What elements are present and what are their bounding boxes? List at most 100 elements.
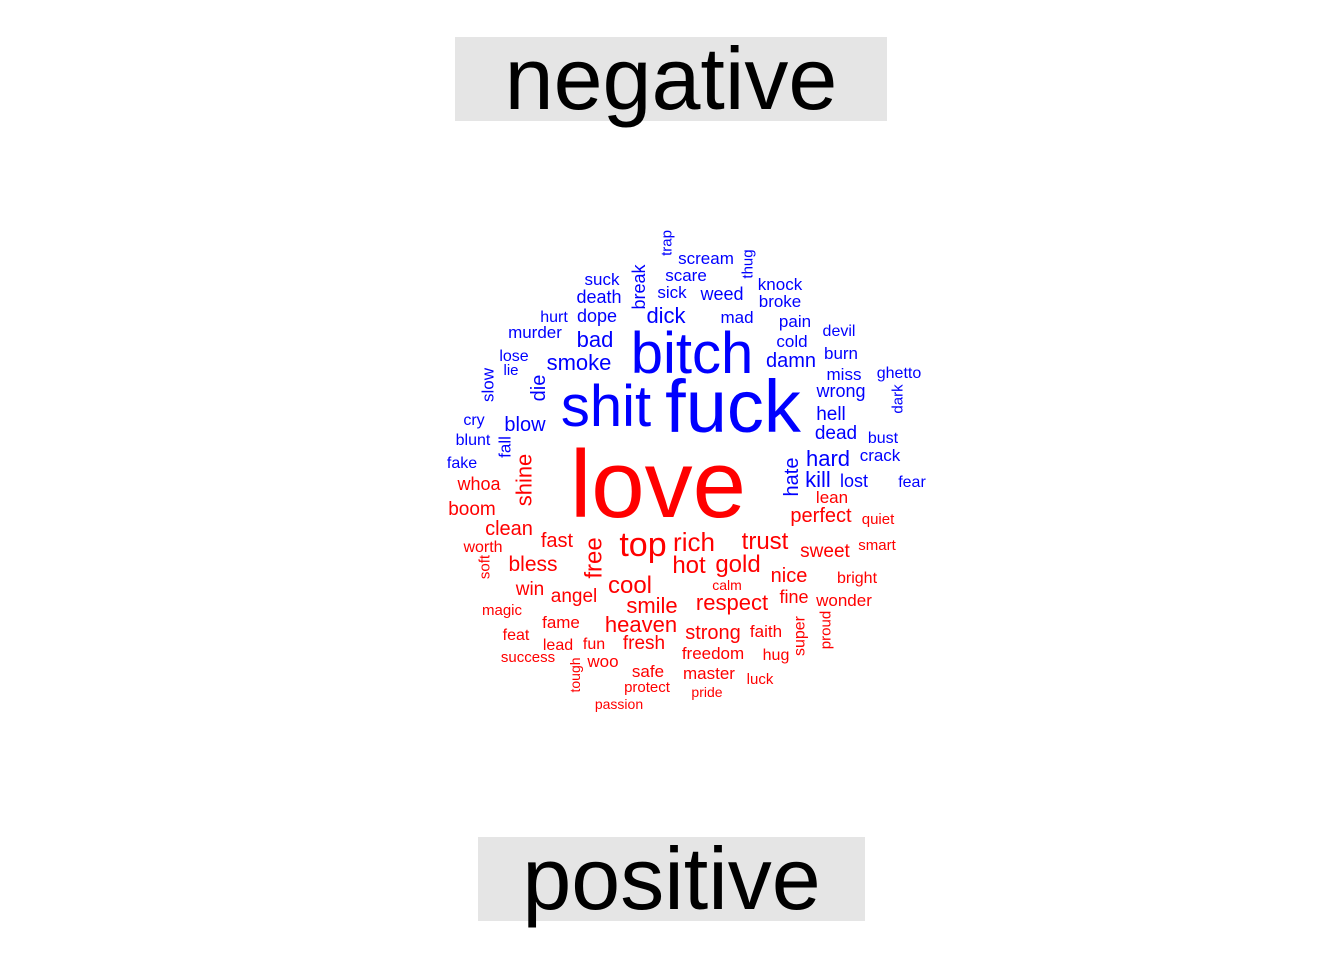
word-negative-break: break: [629, 263, 649, 309]
word-positive-faith: faith: [750, 622, 782, 641]
word-positive-top: top: [619, 526, 666, 564]
word-negative-sick: sick: [657, 283, 687, 302]
word-negative-smoke: smoke: [547, 350, 612, 375]
word-positive-bright: bright: [837, 570, 878, 587]
word-positive-master: master: [683, 664, 735, 683]
word-negative-lose: lose: [499, 348, 528, 365]
word-negative-bitch: bitch: [631, 321, 754, 386]
word-negative-hurt: hurt: [540, 309, 568, 326]
word-positive-fresh: fresh: [623, 633, 665, 654]
word-negative-bust: bust: [868, 430, 899, 447]
word-positive-love: love: [570, 431, 746, 538]
word-positive-lean: lean: [816, 488, 848, 507]
word-positive-pride: pride: [691, 684, 722, 700]
word-negative-dope: dope: [577, 306, 617, 326]
word-positive-cool: cool: [608, 572, 652, 599]
word-positive-angel: angel: [551, 586, 598, 607]
word-positive-protect: protect: [624, 679, 671, 696]
word-negative-dead: dead: [815, 423, 857, 444]
word-negative-murder: murder: [508, 323, 562, 342]
word-negative-bad: bad: [577, 327, 614, 352]
word-negative-dark: dark: [890, 384, 907, 414]
word-positive-proud: proud: [818, 611, 835, 649]
word-positive-super: super: [792, 615, 809, 656]
word-negative-fall: fall: [496, 436, 515, 458]
group-label-negative: negative: [455, 35, 887, 123]
word-negative-pain: pain: [779, 312, 811, 331]
word-negative-wrong: wrong: [815, 381, 865, 401]
word-negative-crack: crack: [860, 446, 901, 465]
word-negative-mad: mad: [720, 308, 753, 327]
word-positive-perfect: perfect: [790, 505, 852, 527]
word-positive-clean: clean: [485, 518, 533, 540]
word-positive-hot: hot: [672, 552, 706, 579]
word-negative-death: death: [576, 287, 621, 307]
word-positive-quiet: quiet: [862, 511, 895, 528]
word-negative-slow: slow: [479, 367, 498, 402]
word-negative-knock: knock: [758, 275, 803, 294]
word-negative-cry: cry: [463, 412, 484, 429]
word-positive-luck: luck: [747, 671, 774, 688]
word-positive-sweet: sweet: [800, 541, 850, 562]
word-negative-broke: broke: [759, 292, 802, 311]
word-negative-shit: shit: [561, 374, 651, 439]
word-negative-weed: weed: [699, 284, 743, 304]
word-positive-magic: magic: [482, 602, 523, 619]
word-negative-hell: hell: [816, 404, 846, 425]
word-negative-lost: lost: [840, 471, 868, 491]
word-negative-damn: damn: [766, 350, 816, 372]
group-label-positive: positive: [478, 835, 865, 923]
word-negative-ghetto: ghetto: [877, 365, 922, 382]
word-negative-thug: thug: [740, 249, 757, 278]
word-positive-heaven: heaven: [605, 612, 677, 637]
word-positive-lead: lead: [543, 637, 573, 654]
word-negative-kill: kill: [805, 467, 831, 492]
word-positive-fine: fine: [779, 587, 808, 607]
word-negative-dick: dick: [646, 303, 686, 328]
word-positive-nice: nice: [771, 565, 808, 587]
word-positive-smile: smile: [626, 593, 677, 618]
word-negative-hard: hard: [806, 446, 850, 471]
word-positive-win: win: [515, 579, 545, 600]
word-positive-smart: smart: [858, 537, 896, 554]
word-positive-whoa: whoa: [456, 474, 501, 494]
word-positive-wonder: wonder: [815, 591, 872, 610]
word-positive-calm: calm: [712, 577, 742, 593]
word-positive-shine: shine: [512, 454, 537, 507]
word-negative-suck: suck: [585, 270, 620, 289]
word-positive-strong: strong: [685, 622, 741, 644]
word-positive-success: success: [501, 649, 555, 666]
word-positive-fame: fame: [542, 613, 580, 632]
word-positive-fun: fun: [583, 636, 605, 653]
word-negative-blunt: blunt: [456, 432, 491, 449]
word-negative-miss: miss: [827, 365, 862, 384]
word-positive-rich: rich: [673, 527, 715, 557]
word-positive-tough: tough: [567, 657, 583, 692]
word-positive-fast: fast: [541, 530, 574, 552]
word-negative-fear: fear: [898, 474, 926, 491]
word-positive-hug: hug: [763, 647, 790, 664]
word-negative-die: die: [528, 375, 550, 402]
word-negative-devil: devil: [823, 323, 856, 340]
word-positive-passion: passion: [595, 696, 643, 712]
word-negative-fake: fake: [447, 455, 477, 472]
word-negative-fuck: fuck: [665, 365, 802, 448]
word-positive-gold: gold: [715, 551, 760, 578]
word-positive-soft: soft: [477, 554, 494, 579]
word-negative-lie: lie: [503, 362, 518, 379]
word-positive-respect: respect: [696, 590, 768, 615]
word-positive-freedom: freedom: [682, 644, 744, 663]
word-positive-boom: boom: [448, 499, 496, 520]
word-positive-safe: safe: [632, 662, 664, 681]
word-positive-bless: bless: [508, 553, 557, 576]
word-negative-burn: burn: [824, 344, 858, 363]
word-negative-scream: scream: [678, 249, 734, 268]
word-negative-cold: cold: [776, 332, 807, 351]
word-negative-hate: hate: [781, 458, 803, 497]
word-negative-scare: scare: [665, 266, 707, 285]
word-negative-blow: blow: [504, 414, 546, 436]
word-negative-trap: trap: [659, 230, 676, 256]
word-positive-woo: woo: [586, 652, 618, 671]
word-positive-trust: trust: [742, 528, 789, 555]
